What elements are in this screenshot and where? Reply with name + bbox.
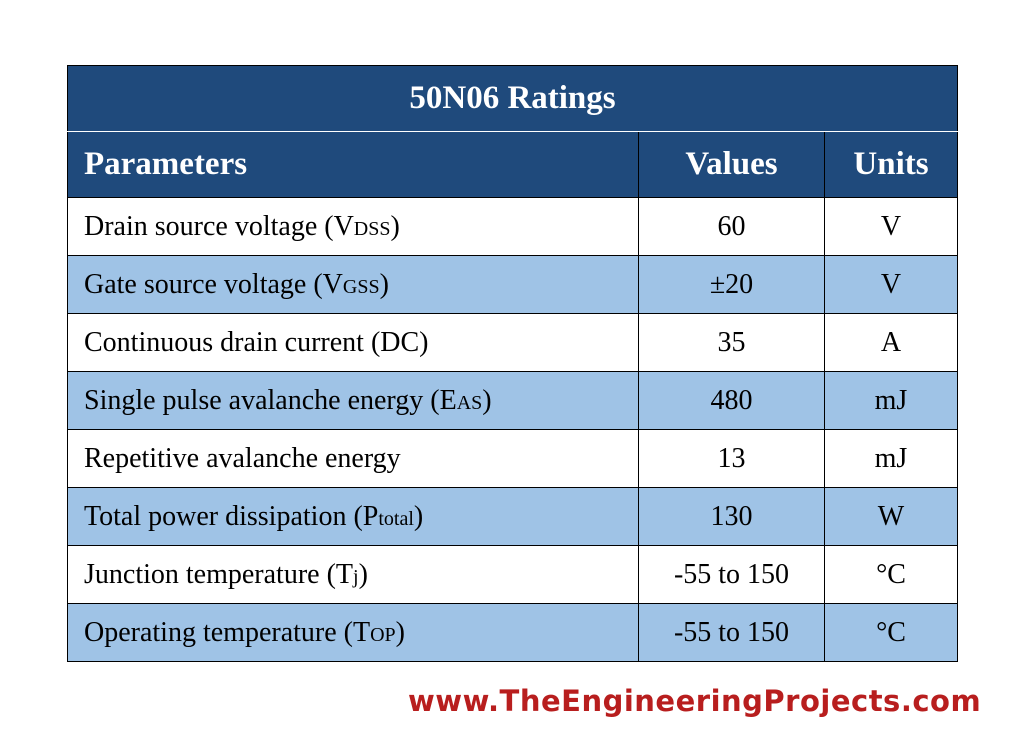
parameter-suffix: ) — [413, 500, 424, 532]
parameter-subscript: DSS — [353, 217, 391, 240]
parameter-cell: Junction temperature (Tj) — [67, 545, 639, 604]
parameter-text: Gate source voltage (V — [84, 268, 343, 300]
parameter-cell: Repetitive avalanche energy — [67, 429, 639, 488]
table-row: Operating temperature (TOP) -55 to 150 °… — [67, 603, 958, 662]
title-row: 50N06 Ratings — [67, 65, 958, 132]
unit-cell: A — [824, 313, 958, 372]
value-cell: 13 — [638, 429, 825, 488]
parameter-subscript: GSS — [342, 275, 380, 298]
table-row: Repetitive avalanche energy 13 mJ — [67, 429, 958, 488]
parameter-cell: Drain source voltage (VDSS) — [67, 197, 639, 256]
parameter-text: Drain source voltage (V — [84, 210, 354, 242]
value-cell: 60 — [638, 197, 825, 256]
unit-cell: V — [824, 255, 958, 314]
parameter-cell: Single pulse avalanche energy (EAS) — [67, 371, 639, 430]
table-row: Continuous drain current (DC) 35 A — [67, 313, 958, 372]
parameter-suffix: ) — [482, 384, 492, 416]
header-units: Units — [824, 131, 958, 198]
unit-cell: mJ — [824, 429, 958, 488]
value-cell: -55 to 150 — [638, 603, 825, 662]
header-values: Values — [638, 131, 825, 198]
parameter-cell: Total power dissipation (Ptotal) — [67, 487, 639, 546]
parameter-suffix: ) — [395, 616, 405, 648]
value-cell: ±20 — [638, 255, 825, 314]
unit-cell: V — [824, 197, 958, 256]
parameter-cell: Operating temperature (TOP) — [67, 603, 639, 662]
header-parameters: Parameters — [67, 131, 639, 198]
parameter-subscript: AS — [456, 391, 483, 414]
table-title: 50N06 Ratings — [67, 65, 958, 132]
table-row: Single pulse avalanche energy (EAS) 480 … — [67, 371, 958, 430]
value-cell: 480 — [638, 371, 825, 430]
parameter-suffix: ) — [379, 268, 389, 300]
unit-cell: mJ — [824, 371, 958, 430]
value-cell: 35 — [638, 313, 825, 372]
parameter-subscript: OP — [370, 623, 396, 646]
parameter-text: Repetitive avalanche energy — [84, 442, 401, 474]
parameter-subscript: j — [353, 565, 359, 588]
header-row: Parameters Values Units — [67, 131, 958, 198]
unit-cell: °C — [824, 545, 958, 604]
parameter-subscript: total — [378, 507, 414, 530]
ratings-table: 50N06 Ratings Parameters Values Units Dr… — [67, 65, 958, 662]
table-row: Junction temperature (Tj) -55 to 150 °C — [67, 545, 958, 604]
table-row: Drain source voltage (VDSS) 60 V — [67, 197, 958, 256]
parameter-cell: Continuous drain current (DC) — [67, 313, 639, 372]
table-row: Total power dissipation (Ptotal) 130 W — [67, 487, 958, 546]
parameter-text: Total power dissipation (P — [84, 500, 379, 532]
parameter-cell: Gate source voltage (VGSS) — [67, 255, 639, 314]
value-cell: -55 to 150 — [638, 545, 825, 604]
parameter-text: Junction temperature (T — [84, 558, 354, 590]
table-row: Gate source voltage (VGSS) ±20 V — [67, 255, 958, 314]
parameter-text: Single pulse avalanche energy (E — [84, 384, 457, 416]
value-cell: 130 — [638, 487, 825, 546]
parameter-suffix: ) — [390, 210, 400, 242]
unit-cell: W — [824, 487, 958, 546]
parameter-text: Operating temperature (T — [84, 616, 371, 648]
parameter-suffix: ) — [358, 558, 368, 590]
unit-cell: °C — [824, 603, 958, 662]
website-watermark: www.TheEngineeringProjects.com — [408, 684, 982, 718]
parameter-text: Continuous drain current (DC) — [84, 326, 429, 358]
